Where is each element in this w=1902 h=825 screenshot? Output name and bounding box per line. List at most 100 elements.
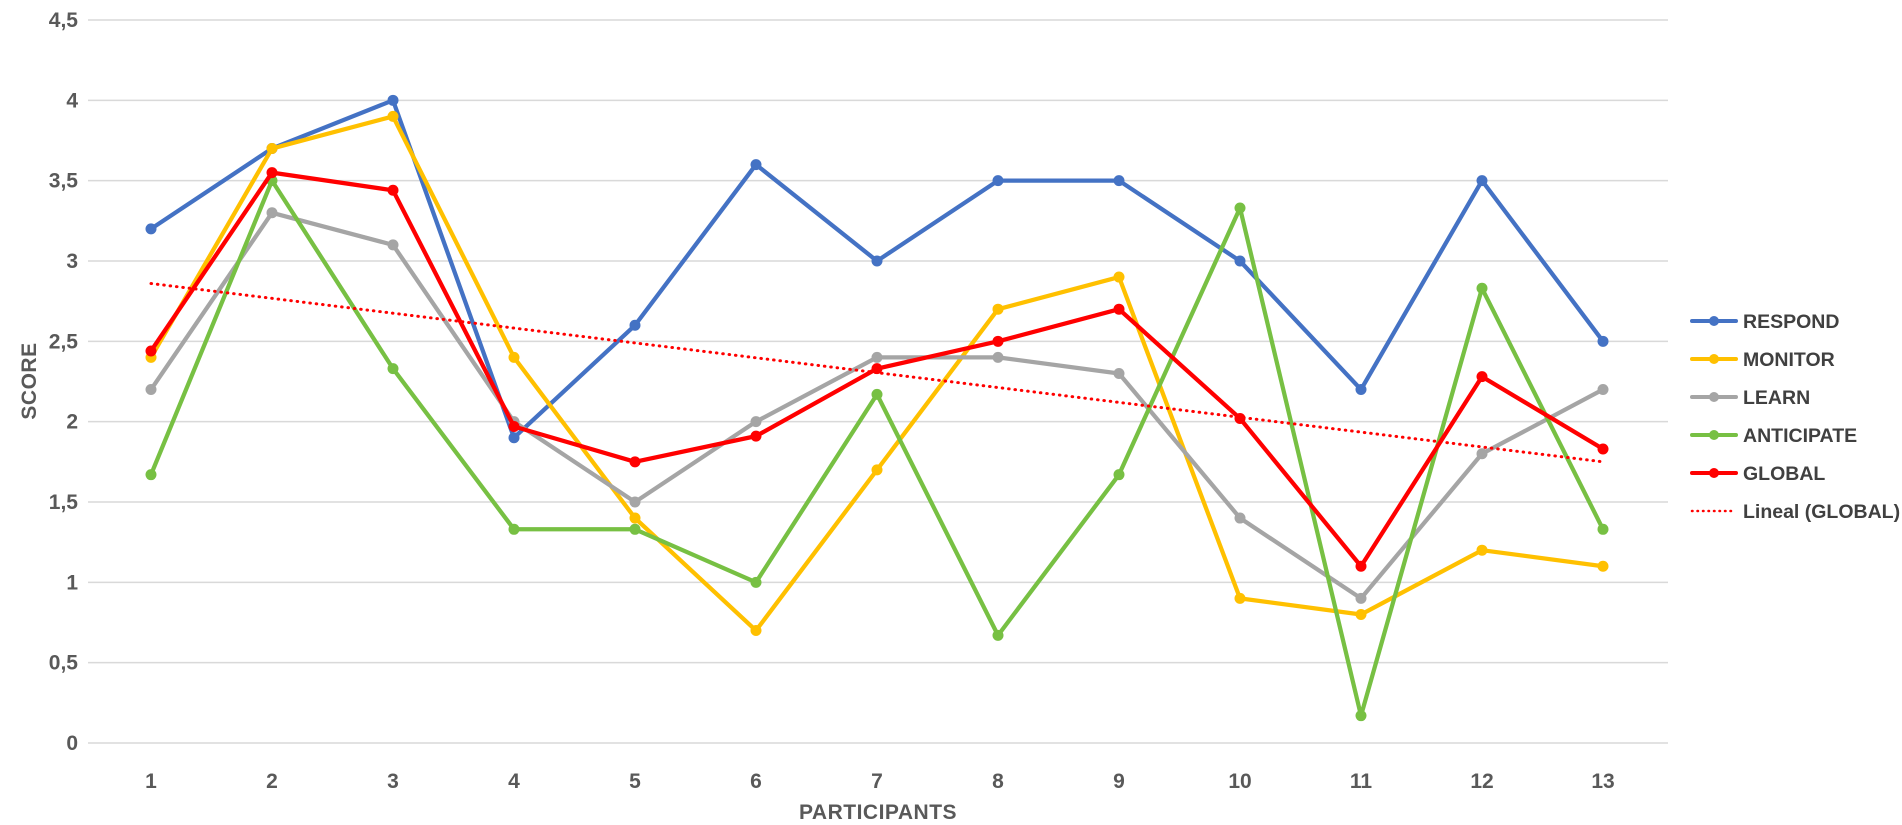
data-point-monitor [1476,544,1488,556]
data-point-respond [1113,175,1125,187]
data-point-learn [871,351,883,363]
y-tick-label: 0,5 [49,652,79,675]
data-point-global [387,184,399,196]
data-point-global [750,430,762,442]
legend-label-respond: RESPOND [1743,311,1839,333]
data-point-global [145,345,157,357]
y-tick-label: 2 [66,411,78,434]
trendline [149,281,1605,464]
x-tick-label: 6 [750,770,762,793]
data-point-monitor [266,143,278,155]
data-point-global [508,420,520,432]
legend-label-global: GLOBAL [1743,463,1825,485]
data-point-anticipate [508,523,520,535]
data-point-learn [266,207,278,219]
data-point-respond [1234,255,1246,267]
y-tick-label: 3 [66,250,78,273]
data-point-learn [145,384,157,396]
data-point-monitor [387,110,399,122]
data-point-learn [1476,448,1488,460]
data-point-monitor [508,351,520,363]
data-point-learn [1234,512,1246,524]
data-point-respond [1476,175,1488,187]
data-point-anticipate [1597,523,1609,535]
x-tick-label: 12 [1470,770,1493,793]
x-tick-label: 2 [266,770,278,793]
x-axis-title: PARTICIPANTS [798,801,958,824]
y-tick-label: 0 [66,732,78,755]
legend-marker-dot [1709,354,1719,364]
data-point-respond [629,319,641,331]
x-tick-label: 7 [871,770,883,793]
legend-label-anticipate: ANTICIPATE [1743,425,1857,447]
data-point-monitor [1234,592,1246,604]
x-tick-label: 5 [629,770,641,793]
y-tick-label: 4,5 [49,9,79,32]
x-tick-label: 13 [1591,770,1614,793]
data-point-respond [1597,335,1609,347]
data-point-anticipate [1113,469,1125,481]
y-tick-label: 3,5 [49,170,79,193]
data-point-anticipate [750,576,762,588]
data-point-global [266,167,278,179]
data-point-anticipate [145,469,157,481]
data-point-monitor [871,464,883,476]
data-point-global [1476,371,1488,383]
y-tick-label: 1,5 [49,491,79,514]
y-axis-title: SCORE [18,342,41,420]
data-point-learn [750,416,762,428]
data-point-respond [871,255,883,267]
data-point-monitor [1597,560,1609,572]
data-point-global [992,335,1004,347]
legend-marker-dot [1709,430,1719,440]
data-point-global [1355,560,1367,572]
data-point-learn [629,496,641,508]
y-tick-label: 2,5 [49,330,79,353]
data-point-learn [1113,367,1125,379]
legend-label-lineal-global-: Lineal (GLOBAL) [1743,501,1900,523]
data-point-learn [387,239,399,251]
x-tick-label: 1 [145,770,157,793]
data-point-respond [992,175,1004,187]
data-point-global [1597,443,1609,455]
x-tick-label: 9 [1113,770,1125,793]
data-point-respond [145,223,157,235]
x-tick-label: 8 [992,770,1004,793]
data-point-monitor [1355,608,1367,620]
data-point-respond [1355,384,1367,396]
x-tick-label: 10 [1228,770,1251,793]
y-tick-label: 1 [66,571,78,594]
data-point-global [1113,303,1125,315]
data-point-monitor [992,303,1004,315]
data-point-anticipate [1234,202,1246,214]
data-point-monitor [750,625,762,637]
data-point-anticipate [871,388,883,400]
data-point-anticipate [992,629,1004,641]
data-point-learn [1355,592,1367,604]
legend-marker-dot [1709,316,1719,326]
data-point-monitor [629,512,641,524]
data-point-monitor [1113,271,1125,283]
series-line-respond [148,98,1606,440]
data-point-anticipate [629,523,641,535]
data-point-global [629,456,641,468]
data-point-learn [992,351,1004,363]
data-point-learn [1597,384,1609,396]
series-line-learn [148,210,1606,601]
x-tick-label: 4 [508,770,520,793]
y-tick-label: 4 [66,89,78,112]
legend-label-monitor: MONITOR [1743,349,1835,371]
data-point-anticipate [387,363,399,375]
x-tick-label: 3 [387,770,399,793]
data-point-anticipate [1355,710,1367,722]
data-point-anticipate [1476,282,1488,294]
x-tick-label: 11 [1350,770,1373,793]
data-point-respond [387,94,399,106]
data-point-respond [508,432,520,444]
legend-marker-dot [1709,468,1719,478]
data-point-respond [750,159,762,171]
legend-marker-dot [1709,392,1719,402]
legend-label-learn: LEARN [1743,387,1810,409]
